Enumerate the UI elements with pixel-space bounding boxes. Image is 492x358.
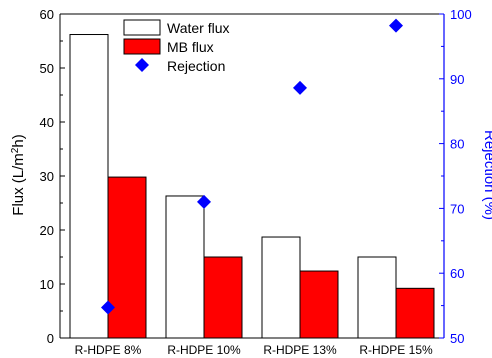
y-right-tick-label: 60 xyxy=(450,266,464,281)
bar-water-flux-2 xyxy=(165,195,205,339)
y-right-tick-label: 90 xyxy=(450,72,464,87)
bar-mb-flux-1 xyxy=(107,176,147,339)
rejection-points-group xyxy=(101,18,403,315)
bar-mb-flux-2 xyxy=(203,256,243,339)
x-tick-label: R-HDPE 13% xyxy=(263,343,337,357)
y-axis-left-label-prefix: Flux (L/m xyxy=(10,153,27,216)
y-axis-right-label: Rejection (%) xyxy=(481,130,492,220)
legend-swatch-mb-flux xyxy=(123,38,161,55)
y-axis-left-label-sup: 2 xyxy=(10,147,21,153)
bar-water-flux-1 xyxy=(69,34,109,339)
y-left-tick-label: 0 xyxy=(47,331,54,346)
x-tick-label: R-HDPE 15% xyxy=(359,343,433,357)
y-right-tick-label: 50 xyxy=(450,331,464,346)
rejection-point-1 xyxy=(101,300,115,315)
bar-water-flux-3 xyxy=(261,236,301,339)
rejection-point-3 xyxy=(293,80,307,95)
legend-swatch-rejection xyxy=(135,58,149,72)
y-right-tick-label: 100 xyxy=(450,7,472,22)
y-right-tick-label: 80 xyxy=(450,137,464,152)
y-axis-left-label-suffix: h) xyxy=(10,134,27,147)
legend-swatch-water-flux xyxy=(123,19,161,36)
bars-group xyxy=(69,34,435,339)
y-left-tick-label: 20 xyxy=(40,223,54,238)
y-left-tick-label: 60 xyxy=(40,7,54,22)
y-left-tick-label: 30 xyxy=(40,169,54,184)
y-left-tick-label: 50 xyxy=(40,61,54,76)
y-left-tick-label: 10 xyxy=(40,277,54,292)
legend-label-rejection: Rejection xyxy=(167,58,225,74)
y-axis-left-label: Flux (L/m2h) xyxy=(10,134,27,215)
bar-water-flux-4 xyxy=(357,256,397,339)
legend-label-water-flux: Water flux xyxy=(167,20,230,36)
rejection-point-4 xyxy=(389,18,403,33)
bar-mb-flux-3 xyxy=(299,270,339,339)
axes-group: 0 10 20 30 40 50 60 50 60 70 80 90 100 R-HDPE 8% R-HDP… xyxy=(40,7,472,357)
x-tick-label: R-HDPE 8% xyxy=(75,343,142,357)
legend-label-mb-flux: MB flux xyxy=(167,39,214,55)
y-left-tick-label: 40 xyxy=(40,115,54,130)
rejection-point-2 xyxy=(197,194,211,209)
x-tick-label: R-HDPE 10% xyxy=(167,343,241,357)
y-right-tick-label: 70 xyxy=(450,201,464,216)
bar-mb-flux-4 xyxy=(395,287,435,339)
legend: Water flux MB flux Rejection xyxy=(123,19,230,74)
